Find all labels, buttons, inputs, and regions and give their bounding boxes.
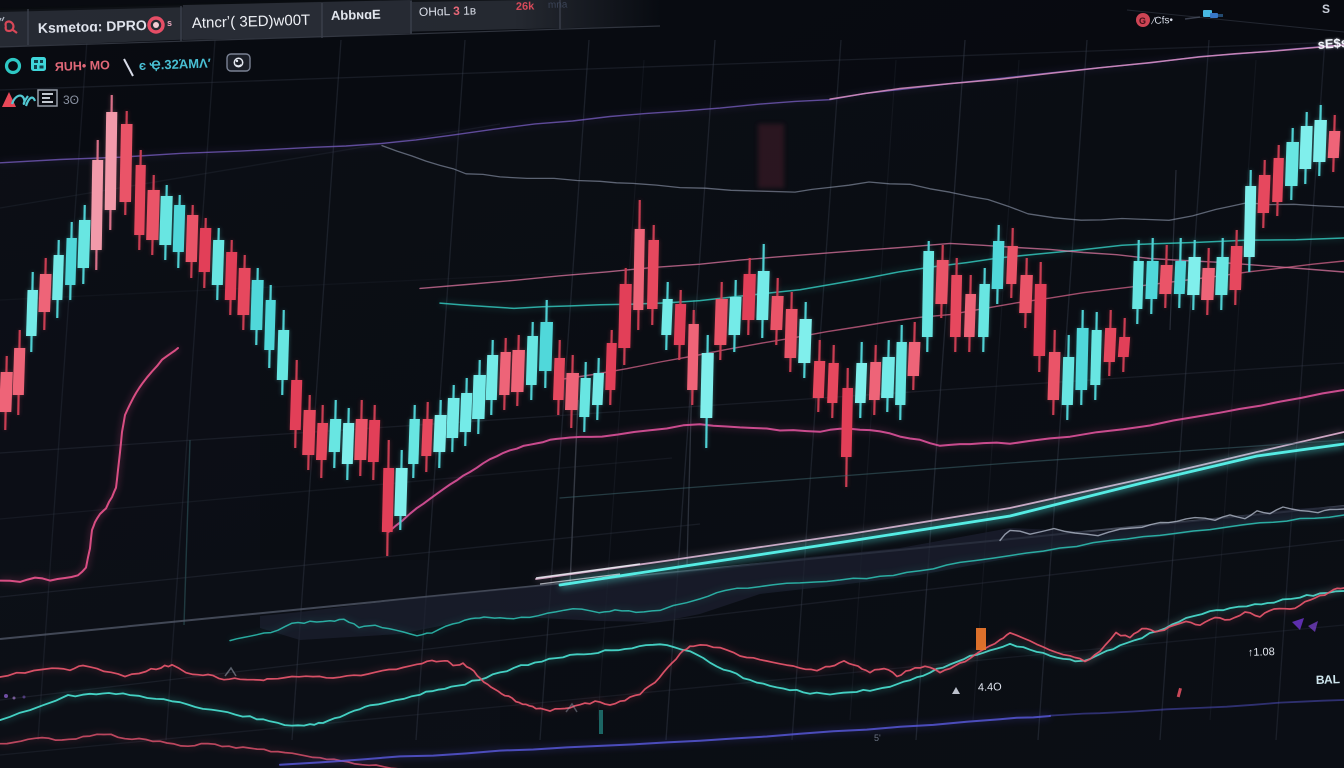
svg-text:Ksmetoɑ: DPRO: Ksmetoɑ: DPRO <box>38 17 147 36</box>
svg-text:3ʘ: 3ʘ <box>63 93 79 107</box>
svg-text:5ʹ: 5ʹ <box>874 733 881 743</box>
svg-text:∕Сfѕ•: ∕Сfѕ• <box>1150 15 1174 27</box>
svg-text:OHɑL 3 1ʙ: OHɑL 3 1ʙ <box>419 3 477 19</box>
svg-text:AbbɴɑЕ: AbbɴɑЕ <box>331 7 382 23</box>
svg-text:ѕЕ$ѕ: ѕЕ$ѕ <box>1317 35 1344 52</box>
svg-text:↑1.08: ↑1.08 <box>1248 646 1275 659</box>
svg-text:mna: mna <box>548 0 568 11</box>
svg-text:S: S <box>1322 2 1330 16</box>
svg-text:ЯUН• MО: ЯUН• MО <box>55 58 111 74</box>
svg-text:4.4О: 4.4О <box>978 681 1003 694</box>
svg-text:G: G <box>1139 16 1146 26</box>
svg-text:s: s <box>167 18 172 28</box>
svg-text:ѕЕ$ѕ: ѕЕ$ѕ <box>1317 35 1344 52</box>
svg-text:26k: 26k <box>516 0 536 13</box>
svg-text:ВАL: ВАL <box>1316 672 1341 687</box>
svg-text:Atncrʼ( 3ED)w00T: Atncrʼ( 3ED)w00T <box>192 12 311 32</box>
svg-text:є Ҿ.32ΆMΛ′: є Ҿ.32ΆMΛ′ <box>139 55 211 73</box>
